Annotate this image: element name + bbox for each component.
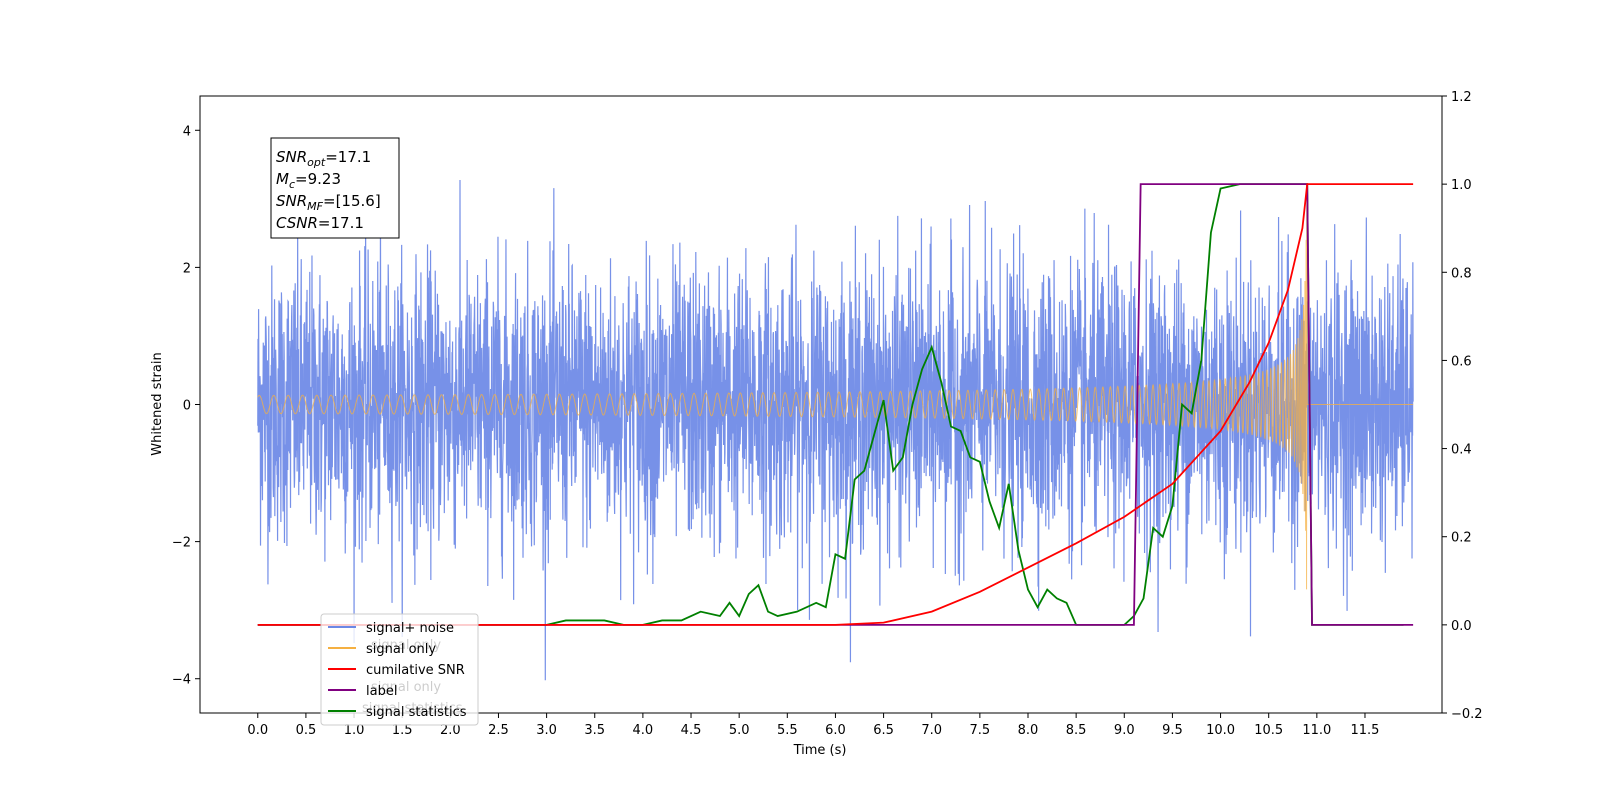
annotation-symbol: M bbox=[276, 170, 289, 188]
series-label bbox=[257, 183, 1414, 626]
y-right-tick-label: 1.0 bbox=[1451, 178, 1472, 193]
x-tick-label: 7.0 bbox=[921, 723, 942, 738]
series-cumulative-snr bbox=[257, 183, 1414, 626]
annotation-symbol: CSNR bbox=[276, 214, 318, 232]
annotation-subscript: MF bbox=[307, 200, 323, 213]
x-tick-label: 0.0 bbox=[247, 723, 268, 738]
legend-label: label bbox=[366, 684, 397, 699]
legend-frame bbox=[320, 613, 479, 726]
x-tick-label: 6.5 bbox=[873, 723, 894, 738]
x-tick-label: 3.0 bbox=[536, 723, 557, 738]
annotation-line: CSNR=17.1 bbox=[276, 214, 364, 232]
annotation-value: =[15.6] bbox=[323, 192, 381, 210]
y-left-tick-label: −2 bbox=[172, 536, 191, 551]
x-tick-label: 2.0 bbox=[440, 723, 461, 738]
y-left-tick-label: 0 bbox=[183, 399, 191, 414]
annotation-value: =17.1 bbox=[325, 148, 371, 166]
annotation-subscript: opt bbox=[307, 156, 326, 169]
series-signal-statistics bbox=[257, 183, 1404, 626]
y-right-tick-label: −0.2 bbox=[1451, 707, 1483, 722]
x-tick-label: 4.5 bbox=[681, 723, 702, 738]
x-tick-label: 7.5 bbox=[970, 723, 991, 738]
annotation-value: =17.1 bbox=[318, 214, 364, 232]
y-right-tick-label: 1.2 bbox=[1451, 90, 1472, 105]
x-tick-label: 10.0 bbox=[1206, 723, 1235, 738]
x-tick-label: 9.0 bbox=[1114, 723, 1135, 738]
x-tick-label: 1.5 bbox=[392, 723, 413, 738]
legend: signal onlysignal onlysignal statisticss… bbox=[320, 613, 479, 726]
right-axis-series bbox=[257, 183, 1414, 626]
y-right-tick-label: 0.0 bbox=[1451, 619, 1472, 634]
x-tick-label: 1.0 bbox=[344, 723, 365, 738]
legend-label: signal only bbox=[366, 642, 436, 657]
x-tick-label: 11.5 bbox=[1351, 723, 1380, 738]
x-tick-label: 5.0 bbox=[729, 723, 750, 738]
y-axis-left-ticks: 4 2 0 −2 −4 bbox=[172, 124, 200, 688]
annotation-subscript: c bbox=[289, 178, 295, 191]
annotation-frame bbox=[270, 137, 400, 239]
y-axis-label: Whitened strain bbox=[150, 352, 165, 455]
x-tick-label: 11.0 bbox=[1302, 723, 1331, 738]
x-tick-label: 8.5 bbox=[1066, 723, 1087, 738]
annotation-symbol: SNR bbox=[276, 192, 307, 210]
x-tick-label: 8.0 bbox=[1018, 723, 1039, 738]
y-left-tick-label: −4 bbox=[172, 673, 191, 688]
x-axis-label: Time (s) bbox=[793, 743, 847, 758]
x-tick-label: 4.0 bbox=[633, 723, 654, 738]
annotation-value: =9.23 bbox=[295, 170, 341, 188]
legend-label: signal+ noise bbox=[366, 621, 454, 636]
annotation-line: SNRopt=17.1 bbox=[276, 148, 371, 169]
signal-noise-series bbox=[257, 179, 1414, 681]
x-tick-label: 5.5 bbox=[777, 723, 798, 738]
x-tick-label: 2.5 bbox=[488, 723, 509, 738]
annotation-symbol: SNR bbox=[276, 148, 307, 166]
signal-only-series bbox=[257, 186, 1414, 590]
x-axis-ticks: 0.0 0.5 1.0 1.5 2.0 2.5 3.0 3.5 4.0 4.5 5.0 5.5 6.0 6… bbox=[247, 713, 1379, 738]
x-tick-label: 9.5 bbox=[1162, 723, 1183, 738]
x-tick-label: 3.5 bbox=[584, 723, 605, 738]
x-tick-label: 10.5 bbox=[1254, 723, 1283, 738]
y-right-tick-label: 0.4 bbox=[1451, 443, 1472, 458]
series-signal-noise bbox=[257, 179, 1414, 681]
y-right-tick-label: 0.8 bbox=[1451, 266, 1472, 281]
x-tick-label: 0.5 bbox=[296, 723, 317, 738]
legend-label: signal statistics bbox=[366, 705, 467, 720]
legend-label: cumilative SNR bbox=[366, 663, 465, 678]
y-left-tick-label: 4 bbox=[183, 124, 191, 139]
y-left-tick-label: 2 bbox=[183, 261, 191, 276]
x-tick-label: 6.0 bbox=[825, 723, 846, 738]
y-axis-right-ticks: 1.2 1.0 0.8 0.6 0.4 0.2 0.0 −0.2 bbox=[1442, 90, 1483, 722]
y-right-tick-label: 0.2 bbox=[1451, 531, 1472, 546]
y-right-tick-label: 0.6 bbox=[1451, 354, 1472, 369]
annotation-line: Mc=9.23 bbox=[276, 170, 341, 191]
annotation-line: SNRMF=[15.6] bbox=[276, 192, 381, 213]
series-signal-only bbox=[257, 186, 1414, 590]
